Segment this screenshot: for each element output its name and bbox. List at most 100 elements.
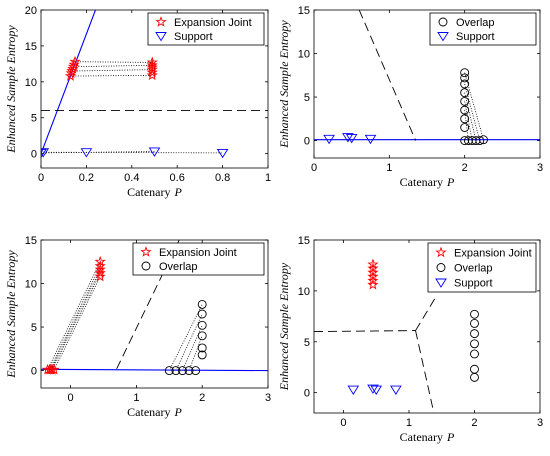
legend-label-overlap: Overlap xyxy=(159,261,198,273)
overlap-point xyxy=(197,309,207,319)
overlap-point xyxy=(470,364,479,374)
overlap-point xyxy=(197,320,207,330)
y-axis-label: Enhanced Sample Entropy xyxy=(277,20,291,149)
expansion-joint-point xyxy=(367,274,379,286)
overlap-point xyxy=(164,366,174,376)
legend-label-expansion-joint: Expansion Joint xyxy=(174,17,252,29)
overlap-point xyxy=(191,366,201,376)
plot-area xyxy=(40,9,269,169)
chart-panel-3: 0 1 2 3 0 5 10 15 Catenary P Enhanced Sample Entro… xyxy=(4,235,271,419)
legend: Expansion Joint Overlap xyxy=(132,242,265,276)
x-axis-label: Catenary P xyxy=(127,185,182,199)
pairing-line xyxy=(464,101,473,141)
legend-box xyxy=(132,242,265,276)
y-tick-label: 5 xyxy=(304,92,310,104)
plot-contents xyxy=(41,10,268,159)
x-tick-label: 0 xyxy=(68,392,74,404)
pairing-line xyxy=(71,69,153,72)
x-tick-label: 3 xyxy=(537,162,543,174)
legend-marker-overlap xyxy=(436,263,446,272)
x-tick-label: 3 xyxy=(265,392,271,404)
pairing-line xyxy=(43,151,223,154)
x-axis-label-variable: P xyxy=(173,405,182,419)
y-tick-label: 5 xyxy=(31,322,37,334)
x-axis-label-text: Catenary xyxy=(400,175,443,189)
y-tick-label: 15 xyxy=(25,41,37,53)
overlap-point xyxy=(479,135,488,145)
pairing-line xyxy=(47,261,101,370)
y-tick-label: 0 xyxy=(304,388,310,400)
support-point xyxy=(80,148,93,158)
expansion-joint-point xyxy=(367,270,379,282)
y-tick-label: 15 xyxy=(298,5,310,17)
legend-marker-expansion-joint xyxy=(140,246,152,257)
x-tick-label: 0 xyxy=(38,172,44,184)
pairing-line xyxy=(168,304,203,371)
pairing-line xyxy=(49,265,101,370)
y-tick-label: 10 xyxy=(298,286,310,298)
support-point xyxy=(148,147,161,157)
overlap-point xyxy=(197,350,207,360)
y-tick-label: 10 xyxy=(25,279,37,291)
y-axis-label: Enhanced Sample Entropy xyxy=(4,25,18,154)
overlap-point xyxy=(467,136,477,146)
expansion-joint-point xyxy=(94,270,106,282)
legend-label-overlap: Overlap xyxy=(454,263,493,275)
x-tick-label: 1 xyxy=(265,172,271,184)
overlap-point xyxy=(197,331,207,341)
overlap-point xyxy=(470,329,479,339)
x-tick-label: 3 xyxy=(537,417,543,429)
support-point xyxy=(364,134,377,145)
overlap-point xyxy=(460,68,470,78)
legend-marker-overlap xyxy=(438,17,448,27)
x-tick-label: 0 xyxy=(340,417,346,429)
x-tick-label: 2 xyxy=(471,417,477,429)
expansion-joint-point xyxy=(94,260,106,271)
legend-label-support: Support xyxy=(454,278,493,290)
boundary-dashed-line xyxy=(358,10,417,141)
support-point xyxy=(345,134,358,144)
plot-contents xyxy=(314,10,540,146)
support-point xyxy=(390,385,402,395)
x-axis-label-text: Catenary xyxy=(400,430,443,444)
y-tick-label: 10 xyxy=(25,77,37,89)
overlap-point xyxy=(460,73,470,83)
y-tick-label: 0 xyxy=(31,366,37,378)
plot-contents xyxy=(314,258,479,413)
expansion-joint-point xyxy=(48,363,60,375)
x-tick-label: 2 xyxy=(462,162,468,174)
expansion-joint-point xyxy=(94,263,106,275)
x-axis-label: Catenary P xyxy=(127,405,182,419)
legend-box xyxy=(429,12,537,46)
x-tick-label: 0.8 xyxy=(215,172,230,184)
x-tick-label: 1 xyxy=(133,392,139,404)
expansion-joint-point xyxy=(69,55,81,67)
legend-label-overlap: Overlap xyxy=(456,17,495,29)
expansion-joint-point xyxy=(146,56,158,68)
x-axis-label-variable: P xyxy=(446,175,455,189)
overlap-point xyxy=(470,309,479,319)
expansion-joint-point xyxy=(367,278,379,290)
y-tick-label: 15 xyxy=(298,235,310,247)
y-tick-label: 0 xyxy=(31,149,37,161)
x-axis-label-text: Catenary xyxy=(127,405,170,419)
boundary-dashed-line xyxy=(415,330,435,413)
pairing-line xyxy=(464,72,484,140)
legend-label-expansion-joint: Expansion Joint xyxy=(454,248,532,260)
x-tick-label: 0 xyxy=(311,162,317,174)
overlap-point xyxy=(460,88,470,98)
overlap-point xyxy=(460,105,470,115)
support-point xyxy=(41,148,50,158)
support-point xyxy=(41,148,47,159)
y-tick-label: 5 xyxy=(31,113,37,125)
legend-box xyxy=(427,242,537,293)
x-axis-label-text: Catenary xyxy=(127,185,170,199)
overlap-point xyxy=(460,136,470,146)
overlap-point xyxy=(460,114,470,124)
expansion-joint-point xyxy=(367,258,379,270)
x-tick-label: 1 xyxy=(386,162,392,174)
x-tick-label: 1 xyxy=(406,417,412,429)
y-tick-label: 20 xyxy=(25,5,37,17)
legend-marker-support xyxy=(437,32,449,42)
